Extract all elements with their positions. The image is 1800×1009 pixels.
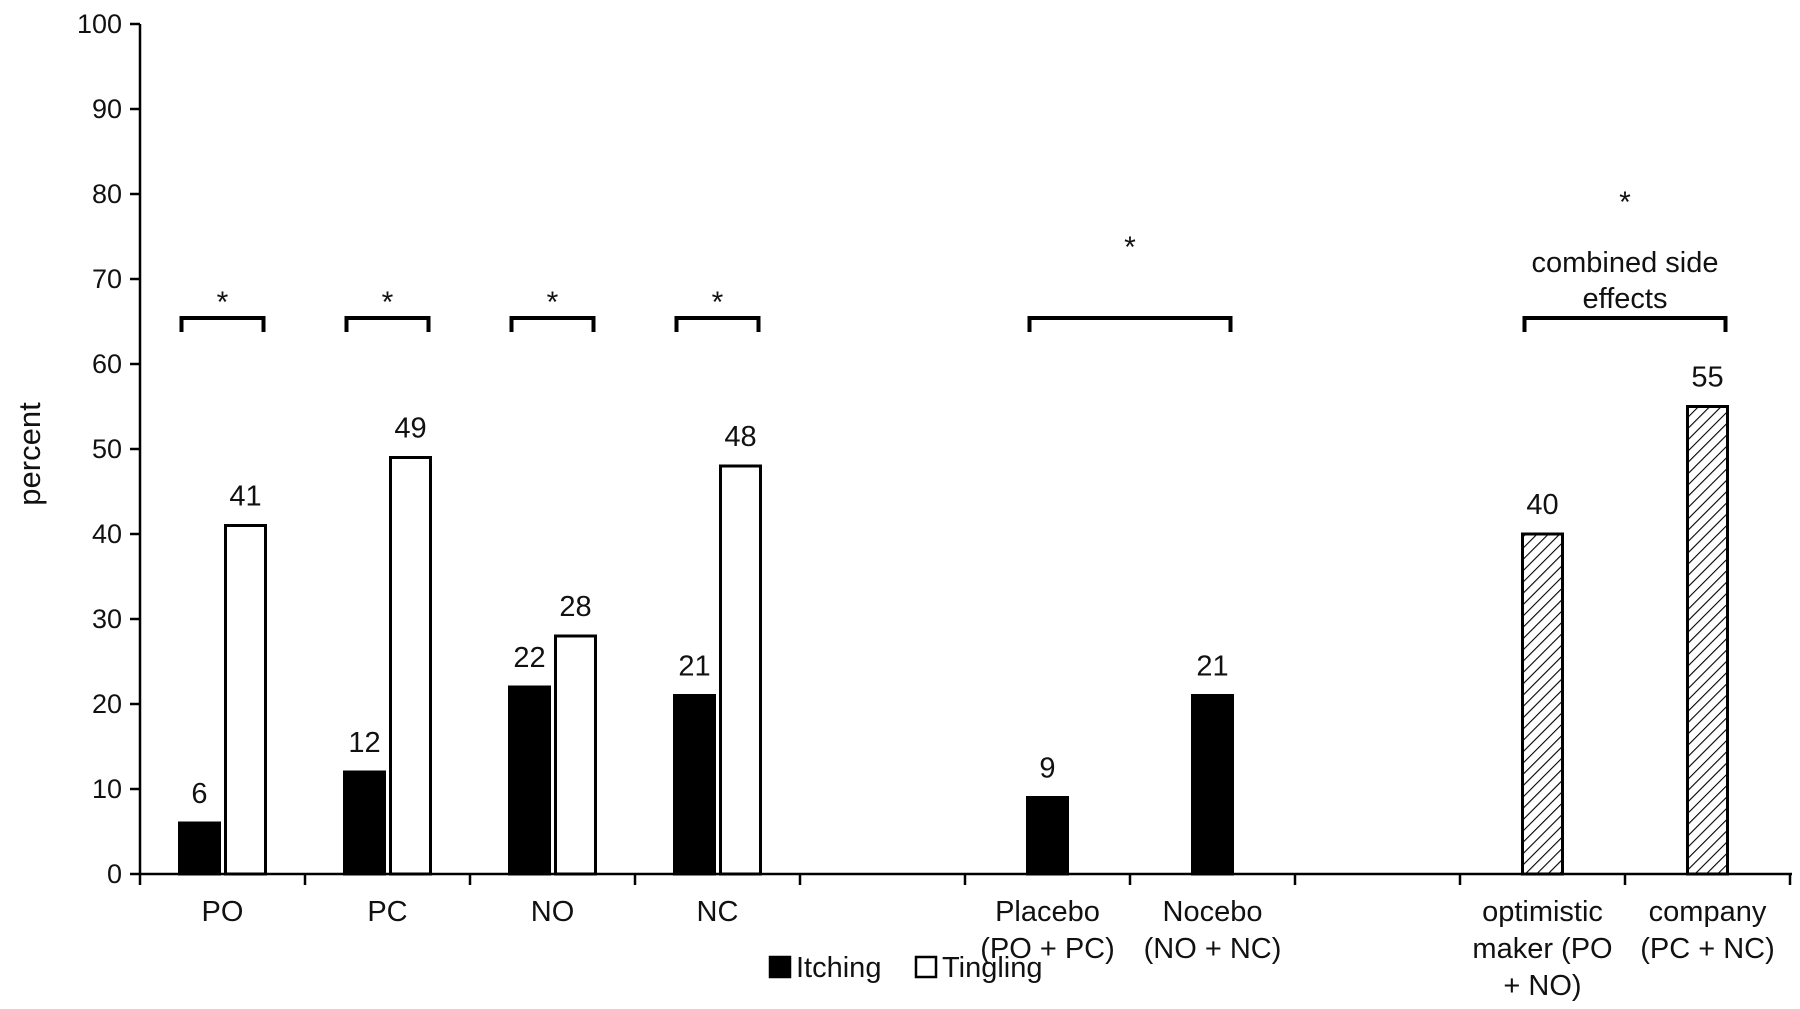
x-category-label: Placebo [995,896,1100,928]
y-tick-label: 80 [92,179,122,209]
x-category-label: NC [697,896,739,928]
x-category-label: PO [202,896,244,928]
bar-value-label: 40 [1526,489,1558,521]
bar-value-label: 9 [1039,753,1055,785]
x-category-label: PC [367,896,407,928]
bar-tingling [389,456,432,876]
significance-bracket [509,316,596,332]
y-tick-label: 0 [107,859,122,889]
y-tick-label: 30 [92,604,122,634]
significance-bracket [1027,316,1233,332]
y-tick-label: 60 [92,349,122,379]
bar-value-label: 28 [559,591,591,623]
bar-value-label: 55 [1691,362,1723,394]
bar-value-label: 21 [1196,651,1228,683]
significance-star: * [382,286,394,319]
x-category-label: maker (PO [1472,933,1612,965]
bracket-note-label: combined side [1532,247,1719,279]
x-category-label: Nocebo [1163,896,1263,928]
plot-area: 0 10 20 30 40 50 60 70 80 90 100 percent PO PC NO NC Pla… [12,9,1792,1002]
bar-itching [1026,796,1069,876]
significance-bracket [674,316,761,332]
significance-bracket [1522,316,1728,332]
bar-tingling [719,464,762,876]
significance-star: * [1124,231,1136,264]
bar-value-label: 41 [229,481,261,513]
bar-itching [1191,694,1234,876]
bar-value-label: 22 [513,642,545,674]
legend-swatch-itching [768,955,792,979]
bar-itching [508,685,551,876]
bar-tingling [224,524,267,876]
bar-value-label: 49 [394,413,426,445]
x-category-label: (NO + NC) [1144,933,1282,965]
y-axis-title: percent [12,402,47,506]
bar-value-label: 6 [191,778,207,810]
y-tick-label: 100 [77,9,122,39]
significance-star: * [217,286,229,319]
y-tick-label: 20 [92,689,122,719]
legend-label-tingling: Tingling [942,952,1042,984]
y-tick-label: 90 [92,94,122,124]
y-tick-label: 40 [92,519,122,549]
bar-value-label: 21 [678,651,710,683]
bar-itching [673,694,716,876]
x-category-label: company [1649,896,1767,928]
significance-bracket [344,316,431,332]
y-tick-label: 50 [92,434,122,464]
significance-star: * [547,286,559,319]
bar-tingling [554,634,597,876]
bracket-note-label: effects [1583,283,1668,315]
y-tick-label: 70 [92,264,122,294]
x-category-label: + NO) [1503,970,1581,1002]
legend-swatch-tingling [914,955,938,979]
bar-combined-side-effects [1521,532,1564,876]
bar-itching [343,770,386,876]
bar-combined-side-effects [1686,405,1729,876]
x-category-label: (PO + PC) [980,933,1115,965]
x-category-label: NO [531,896,575,928]
legend-label-itching: Itching [796,952,881,984]
x-category-label: optimistic [1482,896,1603,928]
significance-bracket [179,316,266,332]
x-category-label: (PC + NC) [1640,933,1775,965]
significance-star: * [1619,186,1631,219]
bar-value-label: 48 [724,421,756,453]
significance-star: * [712,286,724,319]
bar-itching [178,821,221,876]
y-tick-label: 10 [92,774,122,804]
bar-value-label: 12 [348,727,380,759]
